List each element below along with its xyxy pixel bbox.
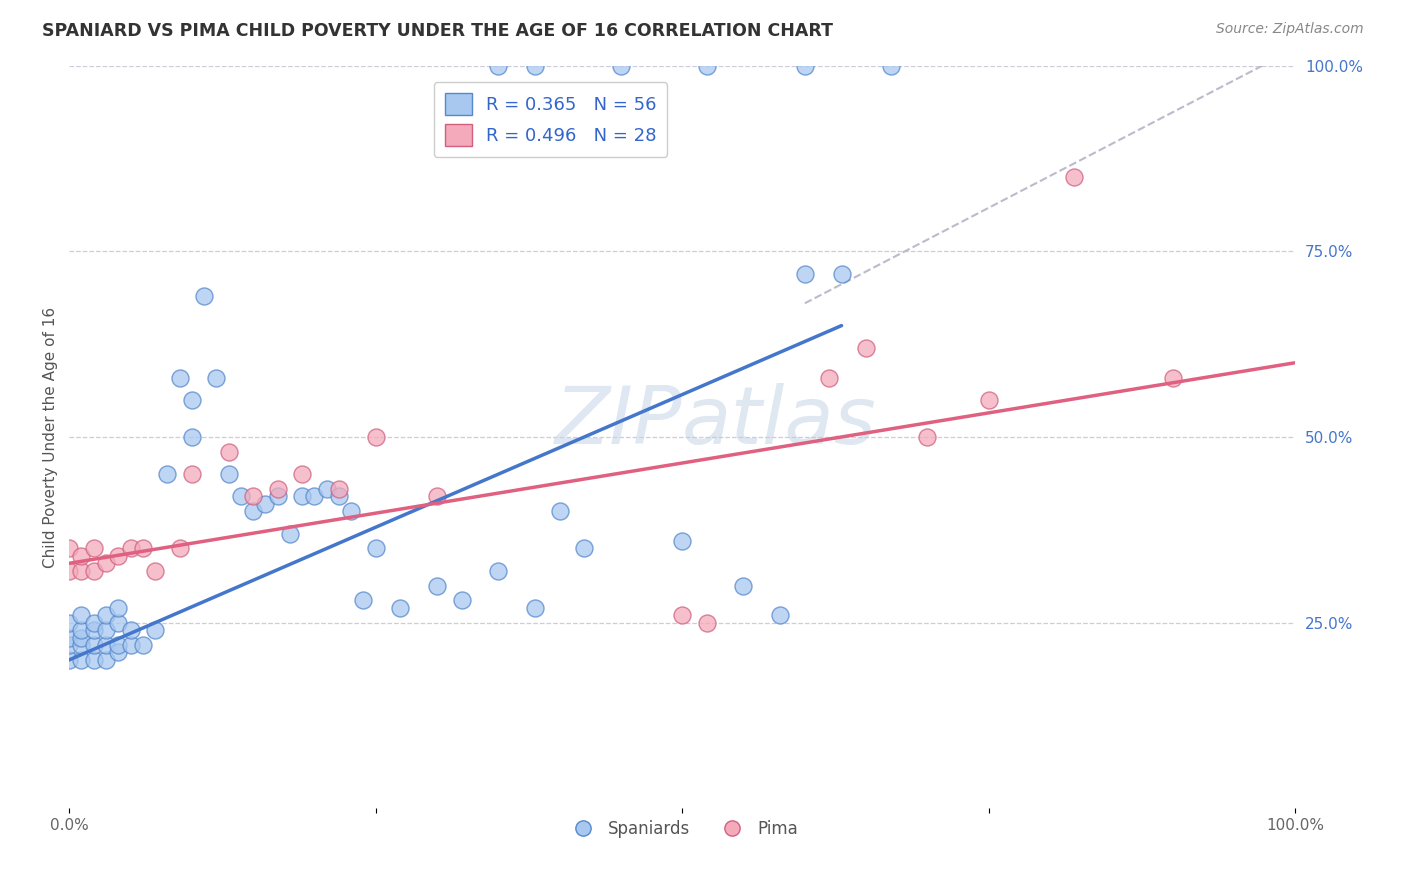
Point — [426, 490, 449, 504]
Legend: Spaniards, Pima: Spaniards, Pima — [560, 814, 804, 845]
Point — [524, 600, 547, 615]
Point — [524, 59, 547, 73]
Point — [94, 623, 117, 637]
Point — [548, 504, 571, 518]
Text: atlas: atlas — [682, 384, 877, 461]
Text: SPANIARD VS PIMA CHILD POVERTY UNDER THE AGE OF 16 CORRELATION CHART: SPANIARD VS PIMA CHILD POVERTY UNDER THE… — [42, 22, 834, 40]
Point — [70, 564, 93, 578]
Point — [1161, 370, 1184, 384]
Point — [793, 267, 815, 281]
Point — [107, 615, 129, 630]
Point — [107, 600, 129, 615]
Point — [180, 430, 202, 444]
Point — [70, 608, 93, 623]
Point — [229, 490, 252, 504]
Point — [278, 526, 301, 541]
Point — [143, 623, 166, 637]
Point — [143, 564, 166, 578]
Point — [218, 467, 240, 482]
Point — [180, 392, 202, 407]
Point — [70, 631, 93, 645]
Point — [70, 638, 93, 652]
Point — [818, 370, 841, 384]
Point — [94, 557, 117, 571]
Point — [132, 638, 155, 652]
Point — [340, 504, 363, 518]
Point — [132, 541, 155, 556]
Point — [83, 541, 105, 556]
Point — [696, 59, 718, 73]
Point — [793, 59, 815, 73]
Point — [83, 653, 105, 667]
Point — [291, 467, 314, 482]
Point — [83, 638, 105, 652]
Point — [70, 549, 93, 563]
Point — [254, 497, 277, 511]
Point — [266, 482, 288, 496]
Point — [291, 490, 314, 504]
Point — [205, 370, 228, 384]
Point — [917, 430, 939, 444]
Point — [107, 638, 129, 652]
Point — [364, 430, 387, 444]
Point — [58, 631, 80, 645]
Point — [58, 653, 80, 667]
Point — [120, 623, 142, 637]
Point — [180, 467, 202, 482]
Point — [242, 504, 264, 518]
Point — [58, 564, 80, 578]
Point — [328, 482, 350, 496]
Point — [94, 653, 117, 667]
Point — [218, 445, 240, 459]
Point — [107, 645, 129, 659]
Point — [353, 593, 375, 607]
Point — [304, 490, 326, 504]
Point — [70, 623, 93, 637]
Point — [364, 541, 387, 556]
Point — [94, 638, 117, 652]
Point — [610, 59, 633, 73]
Point — [83, 623, 105, 637]
Point — [83, 615, 105, 630]
Point — [1063, 169, 1085, 184]
Text: Source: ZipAtlas.com: Source: ZipAtlas.com — [1216, 22, 1364, 37]
Point — [156, 467, 179, 482]
Point — [733, 578, 755, 592]
Point — [486, 564, 509, 578]
Point — [169, 370, 191, 384]
Point — [107, 549, 129, 563]
Point — [389, 600, 412, 615]
Point — [977, 392, 1000, 407]
Point — [696, 615, 718, 630]
Point — [83, 564, 105, 578]
Point — [426, 578, 449, 592]
Point — [315, 482, 337, 496]
Point — [266, 490, 288, 504]
Text: ZIP: ZIP — [555, 384, 682, 461]
Point — [486, 59, 509, 73]
Point — [450, 593, 472, 607]
Point — [242, 490, 264, 504]
Point — [855, 341, 877, 355]
Point — [58, 638, 80, 652]
Y-axis label: Child Poverty Under the Age of 16: Child Poverty Under the Age of 16 — [44, 307, 58, 567]
Point — [671, 608, 693, 623]
Point — [120, 541, 142, 556]
Point — [328, 490, 350, 504]
Point — [572, 541, 595, 556]
Point — [879, 59, 901, 73]
Point — [120, 638, 142, 652]
Point — [58, 615, 80, 630]
Point — [671, 534, 693, 549]
Point — [94, 608, 117, 623]
Point — [58, 541, 80, 556]
Point — [169, 541, 191, 556]
Point — [193, 289, 215, 303]
Point — [831, 267, 853, 281]
Point — [70, 653, 93, 667]
Point — [769, 608, 792, 623]
